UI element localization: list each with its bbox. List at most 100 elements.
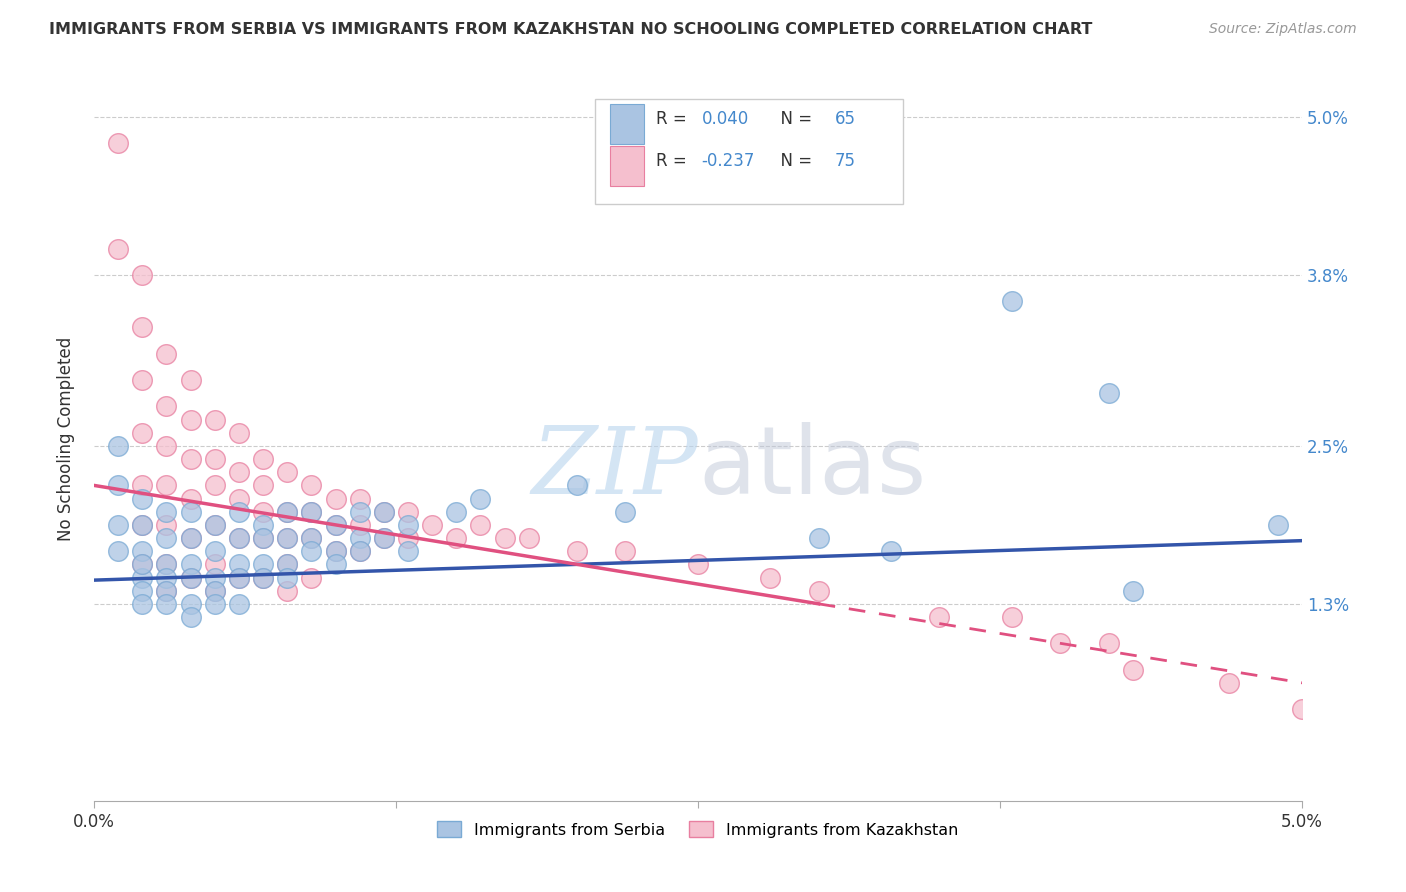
- Point: [155, 400, 177, 414]
- Point: [349, 517, 371, 532]
- Point: [252, 531, 274, 545]
- Point: [686, 558, 709, 572]
- Point: [107, 439, 129, 453]
- Point: [276, 570, 298, 584]
- Point: [614, 505, 637, 519]
- FancyBboxPatch shape: [595, 99, 903, 204]
- Point: [299, 505, 322, 519]
- Legend: Immigrants from Serbia, Immigrants from Kazakhstan: Immigrants from Serbia, Immigrants from …: [432, 814, 965, 844]
- Bar: [610, 104, 644, 144]
- Point: [204, 597, 226, 611]
- Point: [396, 544, 419, 558]
- Point: [252, 570, 274, 584]
- Point: [252, 531, 274, 545]
- Point: [1097, 386, 1119, 401]
- Point: [325, 491, 347, 506]
- Point: [131, 425, 153, 440]
- Point: [252, 570, 274, 584]
- Point: [180, 505, 202, 519]
- Point: [155, 570, 177, 584]
- Point: [396, 531, 419, 545]
- Point: [349, 531, 371, 545]
- Point: [107, 136, 129, 151]
- Point: [614, 544, 637, 558]
- Point: [276, 465, 298, 479]
- Point: [807, 531, 830, 545]
- Text: ZIP: ZIP: [531, 424, 697, 513]
- Point: [1218, 675, 1240, 690]
- Point: [107, 544, 129, 558]
- Point: [1291, 702, 1313, 716]
- Point: [517, 531, 540, 545]
- Point: [180, 570, 202, 584]
- Point: [131, 597, 153, 611]
- Point: [928, 610, 950, 624]
- Point: [107, 242, 129, 256]
- Point: [276, 558, 298, 572]
- Point: [1001, 610, 1024, 624]
- Point: [299, 505, 322, 519]
- Point: [373, 505, 395, 519]
- Point: [228, 597, 250, 611]
- Point: [131, 517, 153, 532]
- Point: [807, 583, 830, 598]
- Point: [470, 517, 492, 532]
- Text: 0.040: 0.040: [702, 111, 749, 128]
- Point: [180, 491, 202, 506]
- Point: [204, 583, 226, 598]
- Point: [494, 531, 516, 545]
- Point: [180, 610, 202, 624]
- Text: 65: 65: [834, 111, 855, 128]
- Point: [1001, 294, 1024, 309]
- Point: [349, 505, 371, 519]
- Point: [349, 491, 371, 506]
- Point: [204, 583, 226, 598]
- Point: [420, 517, 443, 532]
- Point: [880, 544, 903, 558]
- Point: [131, 583, 153, 598]
- Point: [131, 478, 153, 492]
- Point: [276, 583, 298, 598]
- Point: [1049, 636, 1071, 650]
- Point: [155, 558, 177, 572]
- Text: atlas: atlas: [697, 422, 927, 515]
- Point: [204, 452, 226, 467]
- Point: [204, 517, 226, 532]
- Point: [276, 531, 298, 545]
- Point: [228, 425, 250, 440]
- Point: [180, 531, 202, 545]
- Point: [1122, 583, 1144, 598]
- Point: [228, 570, 250, 584]
- Point: [180, 597, 202, 611]
- Text: IMMIGRANTS FROM SERBIA VS IMMIGRANTS FROM KAZAKHSTAN NO SCHOOLING COMPLETED CORR: IMMIGRANTS FROM SERBIA VS IMMIGRANTS FRO…: [49, 22, 1092, 37]
- Text: 75: 75: [834, 153, 855, 170]
- Point: [299, 570, 322, 584]
- Point: [228, 558, 250, 572]
- Point: [204, 412, 226, 426]
- Point: [228, 505, 250, 519]
- Point: [228, 491, 250, 506]
- Point: [299, 531, 322, 545]
- Point: [131, 268, 153, 282]
- Point: [155, 597, 177, 611]
- Point: [155, 558, 177, 572]
- Point: [131, 558, 153, 572]
- Text: N =: N =: [770, 153, 818, 170]
- Point: [107, 478, 129, 492]
- Point: [180, 558, 202, 572]
- Point: [180, 452, 202, 467]
- Point: [107, 517, 129, 532]
- Point: [325, 517, 347, 532]
- Point: [276, 531, 298, 545]
- Point: [565, 478, 588, 492]
- Point: [204, 558, 226, 572]
- Point: [446, 505, 468, 519]
- Point: [349, 544, 371, 558]
- Point: [252, 452, 274, 467]
- Point: [373, 531, 395, 545]
- Point: [204, 570, 226, 584]
- Point: [155, 439, 177, 453]
- Point: [396, 517, 419, 532]
- Point: [470, 491, 492, 506]
- Y-axis label: No Schooling Completed: No Schooling Completed: [58, 337, 75, 541]
